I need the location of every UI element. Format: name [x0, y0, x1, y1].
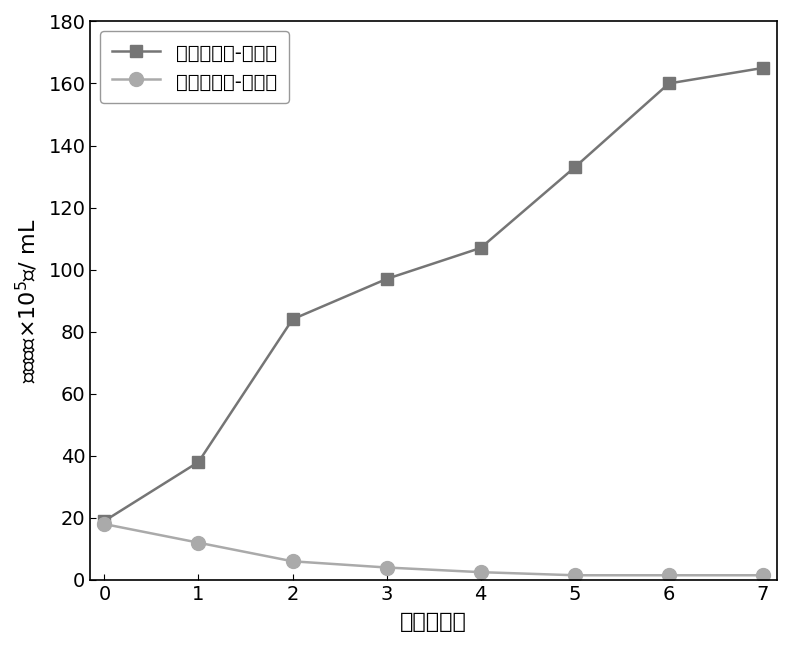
普通小球藻-对照组	[664, 79, 674, 87]
普通小球藻-实验组	[194, 539, 203, 547]
普通小球藻-对照组	[194, 458, 203, 466]
普通小球藻-实验组	[570, 571, 580, 579]
普通小球藻-实验组	[100, 520, 109, 528]
普通小球藻-对照组	[570, 163, 580, 171]
普通小球藻-对照组	[100, 517, 109, 525]
普通小球藻-实验组	[476, 568, 486, 576]
Line: 普通小球藻-实验组: 普通小球藻-实验组	[97, 517, 770, 582]
普通小球藻-对照组	[382, 275, 392, 283]
Legend: 普通小球藻-对照组, 普通小球藻-实验组: 普通小球藻-对照组, 普通小球藻-实验组	[100, 31, 289, 103]
普通小球藻-对照组	[759, 64, 768, 72]
普通小球藻-实验组	[759, 571, 768, 579]
普通小球藻-实验组	[664, 571, 674, 579]
普通小球藻-实验组	[382, 563, 392, 571]
Line: 普通小球藻-对照组: 普通小球藻-对照组	[98, 61, 770, 527]
Y-axis label: 细胞数（×10$^5$）/ mL: 细胞数（×10$^5$）/ mL	[14, 218, 40, 383]
普通小球藻-对照组	[288, 315, 297, 323]
X-axis label: 时间（天）: 时间（天）	[400, 612, 467, 632]
普通小球藻-对照组	[476, 244, 486, 252]
普通小球藻-实验组	[288, 557, 297, 565]
